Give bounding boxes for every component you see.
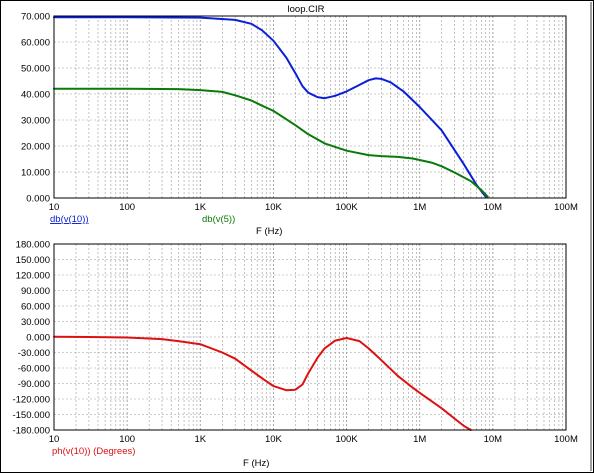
bottom-y-tick-label: -120.000 <box>12 395 50 406</box>
legend-ph-v10[interactable]: ph(v(10)) (Degrees) <box>52 446 135 457</box>
top-y-tick-label: 10.000 <box>21 168 50 179</box>
top-y-tick-label: 30.000 <box>21 116 50 127</box>
top-y-tick-label: 70.000 <box>21 12 50 23</box>
top-series-line-1 <box>53 87 489 198</box>
bottom-y-tick-label: 0.000 <box>26 333 50 344</box>
bottom-y-tick-label: 60.000 <box>21 302 50 313</box>
bottom-y-tick-label: 150.000 <box>16 255 50 266</box>
bottom-y-tick-label: -60.000 <box>18 364 50 375</box>
top-plot-tick-labels: 0.000 10.000 20.000 30.000 40.000 50.000 60.00… <box>21 12 578 214</box>
chart-title: loop.CIR <box>288 4 325 15</box>
bottom-x-tick-label: 100K <box>335 434 358 445</box>
top-x-tick-label: 100M <box>554 202 578 213</box>
bottom-x-tick-label: 100 <box>119 434 135 445</box>
bottom-x-tick-label: 10 <box>49 434 60 445</box>
top-y-tick-label: 20.000 <box>21 142 50 153</box>
bottom-y-tick-label: 90.000 <box>21 286 50 297</box>
bottom-plot-series <box>53 335 472 431</box>
top-x-tick-label: 1K <box>194 202 206 213</box>
bottom-plot-tick-labels: 180.000 150.000 120.000 90.000 60.000 30.000 0… <box>12 240 577 446</box>
bottom-y-tick-label: -90.000 <box>18 379 50 390</box>
top-x-tick-label: 100K <box>335 202 358 213</box>
bottom-x-tick-label: 1M <box>413 434 426 445</box>
bottom-x-tick-label: 1K <box>194 434 206 445</box>
top-y-tick-label: 50.000 <box>21 64 50 75</box>
bottom-plot-frame <box>53 243 567 431</box>
top-series-line-0 <box>53 16 487 198</box>
top-x-tick-label: 1M <box>413 202 426 213</box>
top-y-tick-label: 40.000 <box>21 90 50 101</box>
top-x-tick-label: 10M <box>484 202 503 213</box>
bottom-y-tick-label: -30.000 <box>18 348 50 359</box>
bottom-series-line-0 <box>53 335 472 431</box>
top-x-tick-label: 10K <box>265 202 283 213</box>
legend-db-v10[interactable]: db(v(10)) <box>50 214 89 225</box>
top-plot-frame <box>53 15 567 199</box>
legend-db-v5[interactable]: db(v(5)) <box>202 214 235 225</box>
bottom-y-tick-label: 30.000 <box>21 317 50 328</box>
top-x-tick-label: 10 <box>49 202 60 213</box>
bottom-y-tick-label: -150.000 <box>12 410 50 421</box>
top-y-tick-label: 60.000 <box>21 38 50 49</box>
top-x-tick-label: 100 <box>119 202 135 213</box>
bottom-y-tick-label: 120.000 <box>16 271 50 282</box>
bottom-x-tick-label: 10K <box>265 434 283 445</box>
bottom-x-axis-label: F (Hz) <box>243 458 269 469</box>
bottom-x-tick-label: 10M <box>484 434 503 445</box>
top-plot-series <box>53 16 489 198</box>
top-y-tick-label: 0.000 <box>26 194 50 205</box>
bottom-y-tick-label: 180.000 <box>16 240 50 251</box>
bottom-x-tick-label: 100M <box>554 434 578 445</box>
bottom-y-tick-label: -180.000 <box>12 426 50 437</box>
top-x-axis-label: F (Hz) <box>256 226 282 237</box>
